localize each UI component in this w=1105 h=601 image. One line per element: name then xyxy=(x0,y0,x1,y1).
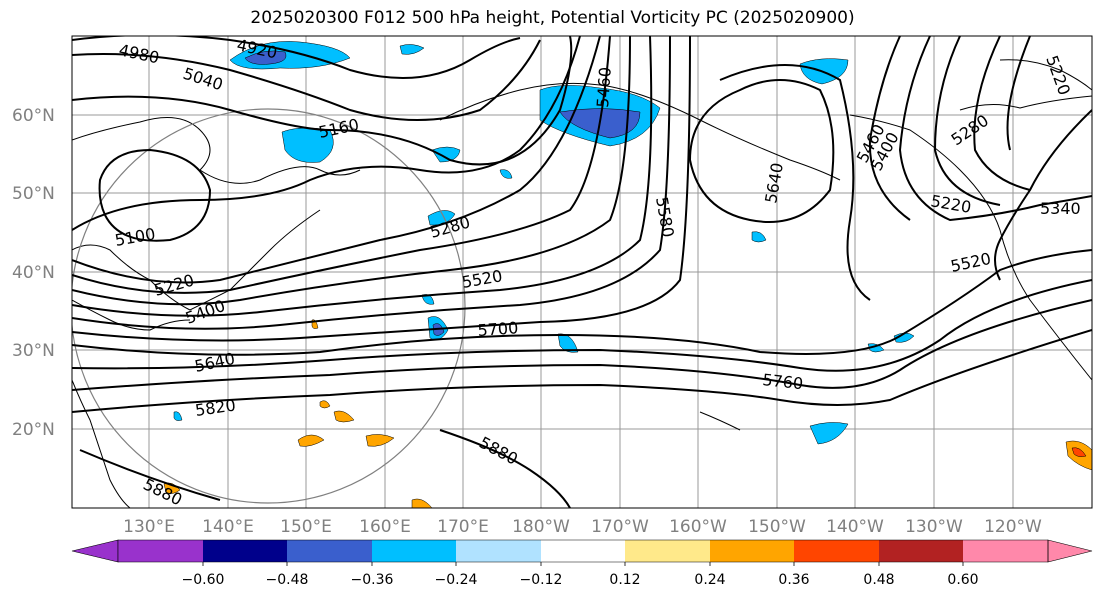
colorbar-segment-12 xyxy=(1047,539,1093,563)
map-title: 2025020300 F012 500 hPa height, Potentia… xyxy=(250,8,855,28)
lon-label: 140°W xyxy=(826,517,884,537)
longitude-labels: 130°E 140°E 150°E 160°E 170°E 180°W 170°… xyxy=(123,517,1042,537)
colorbar-segment-11 xyxy=(963,540,1048,562)
colorbar-segment-2 xyxy=(203,540,287,562)
colorbar-tick-label: −0.36 xyxy=(351,572,394,588)
colorbar-tick-label: −0.12 xyxy=(520,572,563,588)
lon-label: 150°E xyxy=(280,517,332,537)
colorbar-segment-10 xyxy=(879,540,963,562)
latitude-labels: 60°N 50°N 40°N 30°N 20°N xyxy=(12,106,55,440)
lat-label-40n: 40°N xyxy=(12,263,55,283)
lon-label: 170°W xyxy=(591,517,649,537)
lon-label: 120°W xyxy=(984,517,1042,537)
lon-label: 130°W xyxy=(905,517,963,537)
colorbar-segment-9 xyxy=(794,540,879,562)
colorbar-tick-label: 0.60 xyxy=(947,572,978,588)
lon-label: 150°W xyxy=(748,517,806,537)
colorbar-segment-7 xyxy=(625,540,710,562)
colorbar-segment-8 xyxy=(710,540,794,562)
lon-label: 160°W xyxy=(669,517,727,537)
contour-label: 5700 xyxy=(477,318,519,340)
colorbar-tick-label: 0.48 xyxy=(863,572,894,588)
colorbar-tick-label: −0.24 xyxy=(435,572,478,588)
pv-shading xyxy=(163,41,1092,508)
height-contours xyxy=(72,36,1092,508)
colorbar-tick-label: −0.60 xyxy=(182,572,225,588)
colorbar-segment-6 xyxy=(541,540,625,562)
colorbar-segment-1 xyxy=(118,540,203,562)
lon-label: 170°E xyxy=(437,517,489,537)
colorbar-tick-label: 0.36 xyxy=(778,572,809,588)
colorbar-segment-3 xyxy=(287,540,372,562)
lon-label: 140°E xyxy=(202,517,254,537)
lat-label-30n: 30°N xyxy=(12,341,55,361)
colorbar-tick-label: −0.48 xyxy=(266,572,309,588)
colorbar: −0.60 −0.48 −0.36 −0.24 −0.12 0.12 0.24 … xyxy=(71,539,1093,588)
contour-label: 5460 xyxy=(593,66,615,108)
map-border xyxy=(71,35,1093,509)
lon-label: 130°E xyxy=(123,517,175,537)
lon-label: 180°W xyxy=(512,517,570,537)
colorbar-segment-5 xyxy=(456,540,541,562)
lon-label: 160°E xyxy=(359,517,411,537)
colorbar-segment-4 xyxy=(372,540,456,562)
lat-label-20n: 20°N xyxy=(12,420,55,440)
lat-label-60n: 60°N xyxy=(12,106,55,126)
colorbar-tick-label: 0.24 xyxy=(694,572,725,588)
contour-label: 5760 xyxy=(762,370,804,393)
colorbar-tick-label: 0.12 xyxy=(609,572,640,588)
colorbar-segment-0 xyxy=(71,539,119,563)
lat-label-50n: 50°N xyxy=(12,184,55,204)
reference-circle xyxy=(72,108,466,504)
contour-label: 5340 xyxy=(1040,199,1081,218)
